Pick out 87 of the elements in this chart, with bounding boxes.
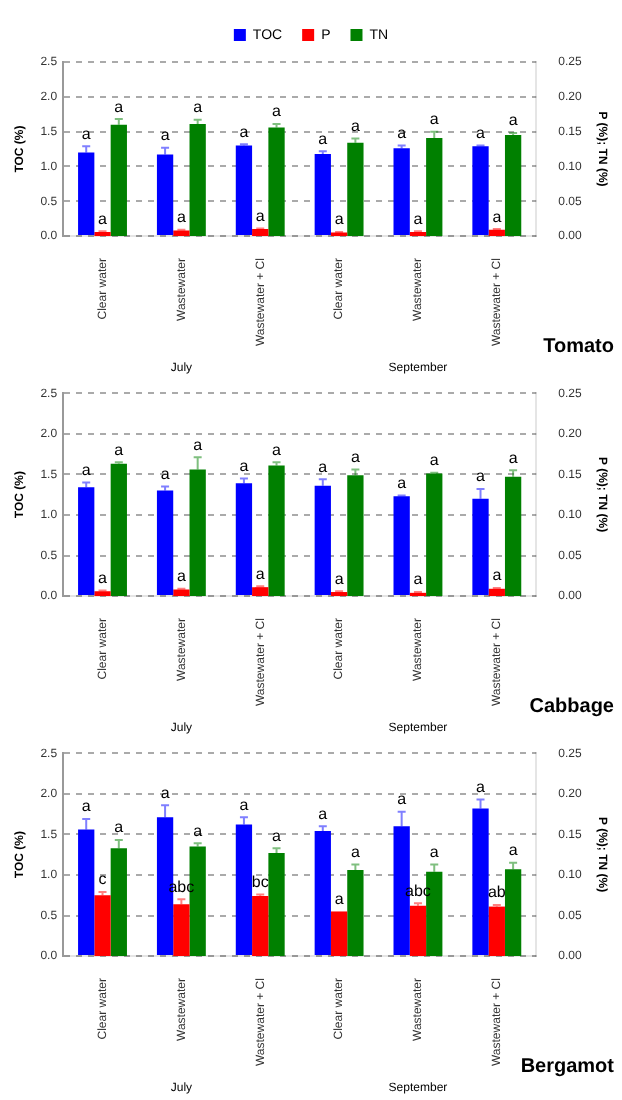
bar [78, 487, 95, 596]
bar [504, 476, 522, 597]
data-label: a [492, 566, 503, 585]
bar [252, 229, 269, 237]
bar [268, 853, 285, 957]
data-label: a [397, 473, 408, 492]
data-label: a [114, 97, 125, 116]
data-label: a [476, 777, 487, 796]
data-label: a [272, 440, 283, 459]
data-label: a [334, 889, 345, 908]
data-label: a [239, 456, 250, 475]
bar [156, 490, 174, 596]
data-label: a [98, 209, 109, 228]
data-label: a [81, 797, 92, 816]
text: Bergamot [520, 1055, 616, 1078]
bar [472, 498, 489, 596]
bar [347, 142, 364, 237]
bar [504, 869, 522, 957]
bar [268, 127, 285, 237]
data-label: c [98, 870, 107, 889]
data-label: a [334, 569, 345, 588]
bar [314, 831, 331, 956]
bar [472, 808, 489, 956]
bar [488, 229, 505, 237]
bar [189, 123, 206, 237]
bar [393, 496, 410, 596]
data-label: a [397, 123, 408, 142]
data-label: bc [251, 872, 269, 891]
bar [235, 483, 253, 596]
bar [252, 587, 269, 597]
bar [110, 124, 127, 237]
data-label: a [193, 98, 204, 117]
bar [110, 848, 127, 957]
bar [110, 463, 127, 597]
data-label: a [429, 842, 440, 861]
text: Cabbage [529, 695, 615, 718]
data-label: a [350, 117, 361, 135]
bar [347, 870, 364, 957]
data-label: a [476, 467, 487, 486]
data-label: a [318, 129, 329, 148]
bar [235, 824, 253, 956]
data-label: a [350, 447, 361, 466]
bar [189, 469, 206, 597]
data-label: a [239, 795, 250, 814]
data-label: a [413, 209, 424, 228]
bar [426, 871, 443, 957]
bar [78, 829, 95, 956]
data-label: a [255, 206, 266, 225]
data-label: a [492, 207, 503, 226]
data-label: a [114, 440, 125, 459]
data-label: a [508, 111, 519, 130]
data-label: a [114, 818, 125, 837]
bar [173, 230, 190, 237]
data-label: a [193, 821, 204, 840]
data-label: a [239, 122, 250, 141]
bar [347, 475, 364, 597]
data-label: a [413, 570, 424, 589]
data-label: a [397, 790, 408, 809]
bar [173, 589, 190, 597]
data-label: a [272, 826, 283, 845]
data-label: a [81, 460, 92, 479]
data-label: a [98, 568, 109, 587]
data-label: a [272, 102, 283, 121]
data-label: a [176, 567, 187, 586]
data-label: a [508, 841, 519, 860]
data-label: a [318, 457, 329, 476]
data-label: a [429, 451, 440, 470]
data-label: a [318, 804, 329, 823]
data-label: a [508, 448, 519, 467]
bar [488, 588, 505, 597]
text: Tomato [543, 335, 614, 358]
data-label: a [160, 126, 171, 145]
data-label: a [476, 123, 487, 142]
data-label: a [176, 208, 187, 227]
bar [426, 473, 443, 597]
bar [504, 135, 522, 237]
data-label: a [350, 842, 361, 861]
data-label: a [255, 564, 266, 583]
data-label: a [160, 783, 171, 802]
bar [314, 485, 331, 596]
data-label: a [193, 435, 204, 454]
data-label: a [429, 110, 440, 129]
data-label: a [334, 210, 345, 229]
bar [268, 465, 285, 597]
data-label: a [160, 464, 171, 483]
data-label: a [81, 124, 92, 143]
bar [426, 137, 443, 237]
